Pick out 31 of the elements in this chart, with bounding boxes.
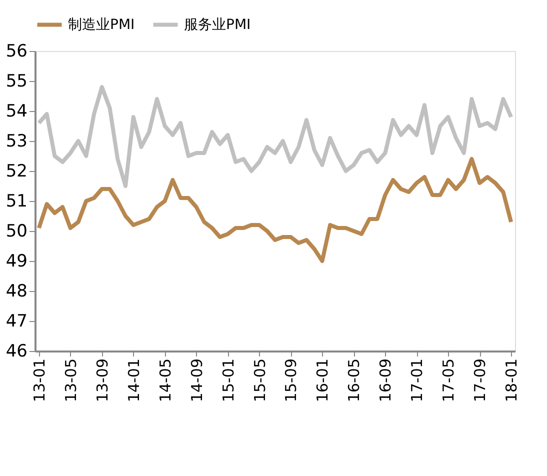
- x-tick-label: 16-05: [345, 358, 364, 402]
- y-tick-label: 56: [6, 42, 28, 62]
- x-tick-label: 16-09: [376, 358, 395, 402]
- x-tick-label: 15-05: [250, 358, 269, 402]
- x-tick-label: 15-01: [219, 358, 238, 402]
- x-tick-label: 16-01: [314, 358, 332, 402]
- x-tick-label: 13-01: [30, 358, 48, 402]
- x-tick-label: 17-09: [471, 358, 490, 402]
- x-tick-label: 17-05: [440, 358, 458, 402]
- x-tick-label: 14-05: [156, 358, 174, 402]
- x-tick-label: 14-09: [188, 358, 206, 402]
- y-tick-label: 47: [6, 312, 28, 332]
- x-tick-label: 13-09: [93, 358, 112, 402]
- y-tick-label: 48: [6, 282, 28, 302]
- y-tick-label: 50: [6, 222, 28, 242]
- legend-label: 制造业PMI: [68, 16, 135, 33]
- x-tick-label: 15-09: [282, 358, 300, 402]
- y-tick-label: 53: [6, 132, 28, 152]
- x-tick-label: 17-01: [408, 358, 426, 402]
- line-series: [36, 157, 514, 263]
- y-tick-label: 46: [6, 342, 28, 362]
- y-tick-label: 54: [6, 102, 28, 122]
- x-tick-label: 18-01: [502, 358, 521, 402]
- line-series: [36, 85, 514, 188]
- y-tick-label: 55: [6, 72, 28, 92]
- y-tick-label: 52: [6, 162, 28, 182]
- legend-label: 服务业PMI: [184, 16, 251, 33]
- y-tick-label: 49: [6, 252, 28, 272]
- y-tick-label: 51: [6, 192, 28, 212]
- x-tick-label: 14-01: [124, 358, 143, 402]
- x-tick-label: 13-05: [62, 358, 80, 402]
